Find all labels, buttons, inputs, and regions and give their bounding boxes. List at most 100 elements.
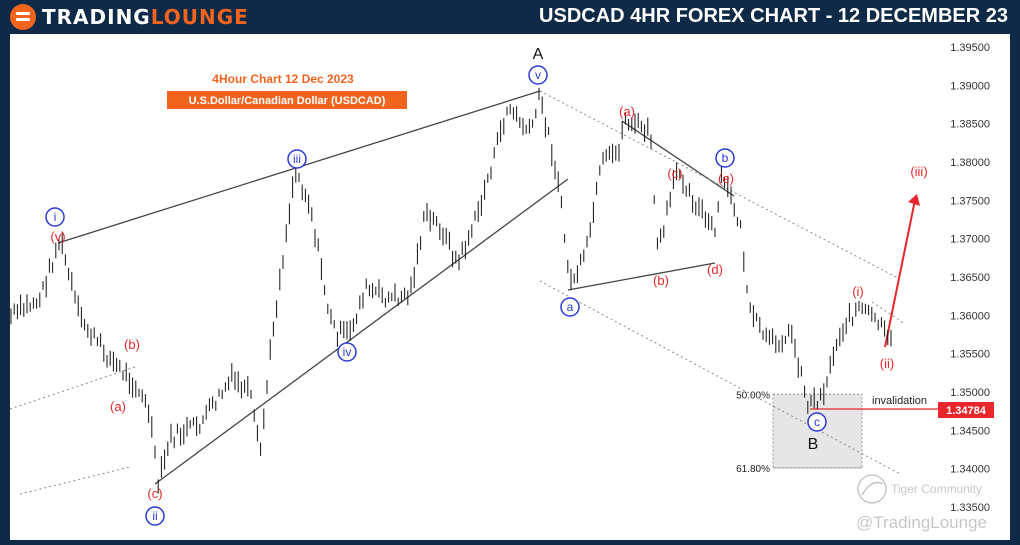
price-tick-label: 1.36500: [950, 272, 990, 284]
wave-label-text: b: [722, 151, 729, 165]
wave-label-text: i: [54, 210, 57, 224]
wave-label: (ii): [880, 356, 894, 371]
chart-subtitle-pair: U.S.Dollar/Canadian Dollar (USDCAD): [189, 95, 386, 107]
fib-level-label: 61.80%: [736, 464, 770, 475]
wave-label: (iii): [910, 164, 927, 179]
overlay-lines: 50.00% 61.80%: [9, 90, 938, 495]
brand-logo[interactable]: TRADINGLOUNGE: [10, 4, 249, 30]
wave-label-text: (v): [50, 229, 65, 244]
price-tick-label: 1.36000: [950, 310, 990, 322]
price-tick-label: 1.34000: [950, 464, 990, 476]
wave-label-text: (b): [124, 337, 140, 352]
price-tick-label: 1.33500: [950, 502, 990, 514]
price-tick-label: 1.37000: [950, 234, 990, 246]
wave-label: A: [533, 46, 544, 63]
wave-label: iv: [337, 342, 357, 362]
price-tick-label: 1.39500: [950, 42, 990, 54]
price-tick-label: 1.35500: [950, 349, 990, 361]
wave-label: iii: [287, 149, 307, 169]
price-tick-label: 1.37500: [950, 195, 990, 207]
wave-circle: [45, 207, 65, 227]
projection-arrow: [884, 199, 916, 348]
tiger-stroke-icon: [861, 481, 884, 496]
invalidation-label: invalidation: [872, 395, 927, 407]
trend-line: [621, 120, 735, 197]
wave-label-text: (b): [653, 273, 669, 288]
current-price-label: 1.34784: [946, 405, 987, 417]
wave-label: a: [560, 297, 580, 317]
wave-label: (i): [852, 284, 864, 299]
wave-label: (a): [619, 104, 635, 119]
price-candles: [10, 87, 892, 494]
watermark-community: Tiger Community: [891, 482, 982, 496]
price-tick-label: 1.39000: [950, 80, 990, 92]
trend-line: [567, 262, 716, 291]
channel-line: [539, 90, 899, 279]
chart-title: USDCAD 4HR FOREX CHART - 12 DECEMBER 23: [539, 5, 1008, 27]
wave-label: (e): [718, 171, 734, 186]
channel-line: [871, 301, 906, 325]
price-tick-label: 1.38000: [950, 157, 990, 169]
wave-label: v: [528, 65, 548, 85]
fib-level-label: 50.00%: [736, 390, 770, 401]
chart-subtitle: 4Hour Chart 12 Dec 2023: [212, 72, 354, 86]
wave-label-text: B: [808, 436, 819, 453]
channel-line: [539, 280, 901, 475]
wave-label: (c): [147, 486, 162, 501]
tiger-community-icon: [857, 474, 887, 504]
logo-text: TRADINGLOUNGE: [42, 5, 249, 29]
wave-label: B: [808, 436, 819, 453]
wave-label-text: a: [567, 300, 574, 314]
channel-line: [19, 466, 131, 495]
chart-svg[interactable]: 50.00%61.80% i(v)(b)(a)(c)iiiiiivAva(a)(…: [9, 34, 1010, 540]
wave-label-text: (c): [147, 486, 162, 501]
wave-circle: [145, 506, 165, 526]
watermark: Tiger Community @TradingLounge: [856, 474, 987, 532]
wave-label: (v): [50, 229, 65, 244]
wave-label-text: (a): [619, 104, 635, 119]
wave-label-text: A: [533, 46, 544, 63]
wave-label: ii: [145, 506, 165, 526]
wave-label: (d): [707, 262, 723, 277]
arrow-head-icon: [908, 194, 920, 206]
wave-circle: [715, 148, 735, 168]
wave-label-text: (i): [852, 284, 864, 299]
wave-label-text: iv: [343, 345, 352, 359]
chart-subtitle-box: [167, 91, 407, 109]
wave-label: c: [807, 412, 827, 432]
wave-label: (a): [110, 399, 126, 414]
wave-label-text: (a): [110, 399, 126, 414]
wave-label-text: iii: [293, 152, 301, 166]
wave-label: (b): [124, 337, 140, 352]
price-tick-label: 1.34500: [950, 425, 990, 437]
wave-label-text: (e): [718, 171, 734, 186]
wave-circle: [337, 342, 357, 362]
header-bar: TRADINGLOUNGE USDCAD 4HR FOREX CHART - 1…: [0, 0, 1020, 34]
channel-line: [9, 366, 136, 410]
trend-line: [154, 178, 569, 485]
price-axis: 1.39500 1.39000 1.38500 1.38000 1.37500 1.370…: [950, 42, 990, 514]
current-price-tag: [938, 402, 994, 418]
wave-label-text: (iii): [910, 164, 927, 179]
watermark-handle: @TradingLounge: [856, 513, 987, 532]
wave-label: (b): [653, 273, 669, 288]
price-tick-label: 1.38500: [950, 119, 990, 131]
wave-circle: [528, 65, 548, 85]
price-tick-label: 1.35000: [950, 387, 990, 399]
wave-label: b: [715, 148, 735, 168]
wave-label-text: (ii): [880, 356, 894, 371]
wave-annotations: i(v)(b)(a)(c)iiiiiivAva(a)(b)(c)b(e)(d)c…: [45, 46, 928, 526]
wave-circle: [807, 412, 827, 432]
logo-text-part1: TRADING: [42, 5, 151, 29]
wave-label: i: [45, 207, 65, 227]
wave-circle: [287, 149, 307, 169]
logo-icon: [10, 4, 36, 30]
wave-label-text: c: [814, 415, 820, 429]
logo-text-part2: LOUNGE: [150, 5, 249, 29]
wave-label-text: (d): [707, 262, 723, 277]
wave-label-text: ii: [152, 509, 157, 523]
wave-circle: [560, 297, 580, 317]
wave-label: (c): [667, 166, 682, 181]
wave-label-text: (c): [667, 166, 682, 181]
